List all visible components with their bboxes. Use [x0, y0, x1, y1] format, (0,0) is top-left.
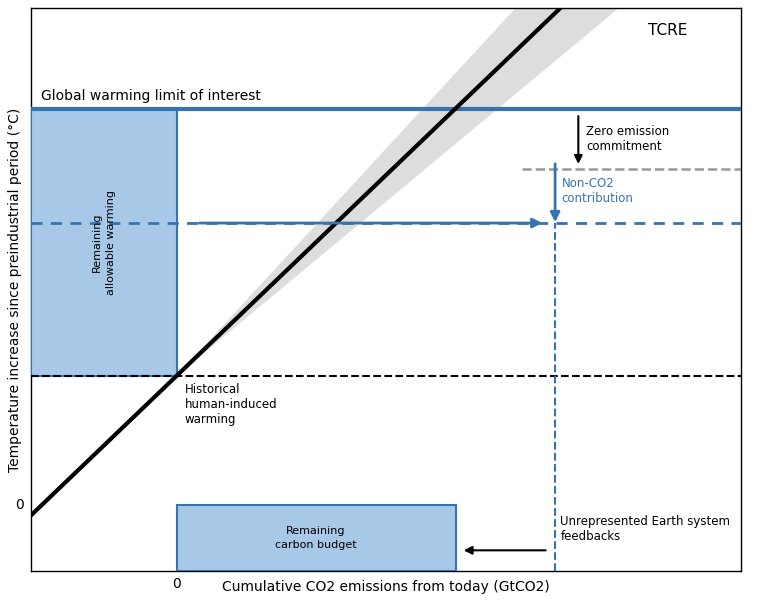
Polygon shape [177, 0, 741, 376]
Text: Remaining
carbon budget: Remaining carbon budget [275, 526, 357, 550]
Text: Unrepresented Earth system
feedbacks: Unrepresented Earth system feedbacks [561, 515, 730, 543]
Y-axis label: Temperature increase since preindustrial period (°C): Temperature increase since preindustrial… [8, 108, 22, 472]
Text: Zero emission
commitment: Zero emission commitment [586, 125, 670, 152]
Text: 0: 0 [172, 577, 181, 591]
Text: Remaining
allowable warming: Remaining allowable warming [91, 190, 116, 294]
Bar [31, 108, 177, 376]
Text: Global warming limit of interest: Global warming limit of interest [41, 89, 260, 103]
Text: Historical
human-induced
warming: Historical human-induced warming [184, 383, 277, 426]
Text: 0: 0 [15, 497, 24, 512]
Text: TCRE: TCRE [648, 23, 687, 38]
Text: Non-CO2
contribution: Non-CO2 contribution [561, 177, 634, 205]
Bar [177, 504, 455, 571]
X-axis label: Cumulative CO2 emissions from today (GtCO2): Cumulative CO2 emissions from today (GtC… [222, 580, 550, 594]
